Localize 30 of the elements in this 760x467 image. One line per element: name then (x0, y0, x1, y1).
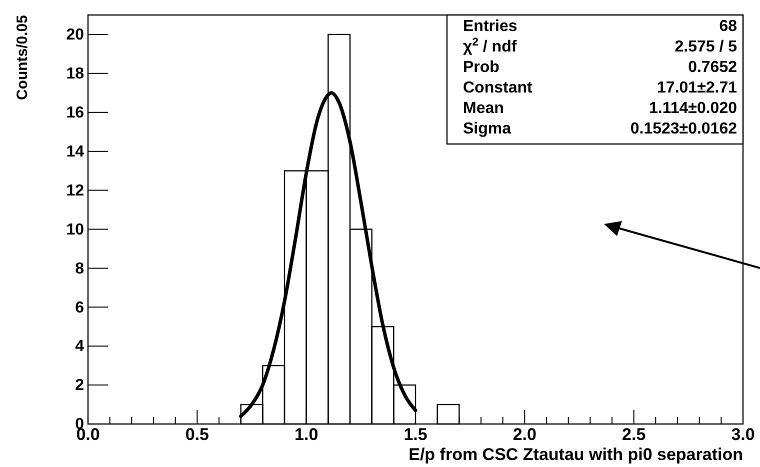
x-tick-label: 1.5 (404, 425, 428, 444)
y-tick-label: 8 (75, 260, 84, 278)
y-tick-label: 4 (75, 338, 84, 356)
y-tick-label: 20 (66, 26, 84, 44)
x-tick-label: 0.5 (185, 425, 209, 444)
annotation: 68 (719, 18, 738, 35)
y-axis-title: Counts/0.05 (14, 15, 31, 100)
annotation: Constant (463, 80, 533, 96)
annotation: Prob (463, 59, 500, 76)
y-tick-label: 18 (66, 66, 84, 83)
annotation: 0.7652 (688, 59, 738, 76)
annotation: Mean (463, 100, 504, 117)
annotation: 0.1523±0.0162 (630, 120, 738, 138)
x-axis-title: E/p from CSC Ztautau with pi0 separation (408, 445, 743, 464)
y-tick-label: 6 (75, 299, 84, 316)
x-tick-label: 1.0 (294, 425, 318, 444)
annotation: 1.114±0.020 (649, 100, 738, 117)
annotation: Sigma (463, 120, 512, 138)
annotation: Entries (463, 18, 518, 35)
y-tick-label: 12 (66, 182, 84, 200)
y-tick-label: 14 (66, 143, 84, 160)
y-tick-label: 2 (75, 377, 84, 394)
annotation: 17.01±2.71 (657, 80, 738, 96)
annotation: 2.575 / 5 (674, 38, 738, 56)
y-tick-label: 16 (66, 104, 84, 122)
y-tick-label: 10 (66, 221, 84, 238)
x-tick-label: 2.5 (622, 425, 646, 444)
annotation: χ$^{2}$ / ndf (463, 36, 518, 56)
x-tick-label: 3.0 (731, 425, 755, 444)
x-tick-label: 2.0 (512, 425, 536, 444)
